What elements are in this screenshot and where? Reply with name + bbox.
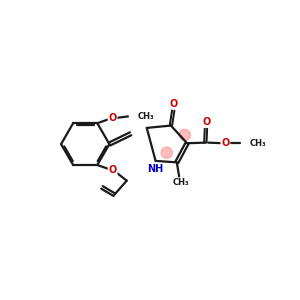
Text: O: O	[109, 165, 117, 175]
Text: CH₃: CH₃	[172, 178, 189, 188]
Text: NH: NH	[147, 164, 163, 174]
Text: CH₃: CH₃	[137, 112, 154, 121]
Text: O: O	[109, 113, 117, 123]
Text: O: O	[170, 99, 178, 109]
Circle shape	[161, 147, 172, 158]
Circle shape	[179, 129, 190, 141]
Text: CH₃: CH₃	[250, 139, 266, 148]
Text: O: O	[221, 138, 230, 148]
Text: O: O	[202, 117, 211, 127]
